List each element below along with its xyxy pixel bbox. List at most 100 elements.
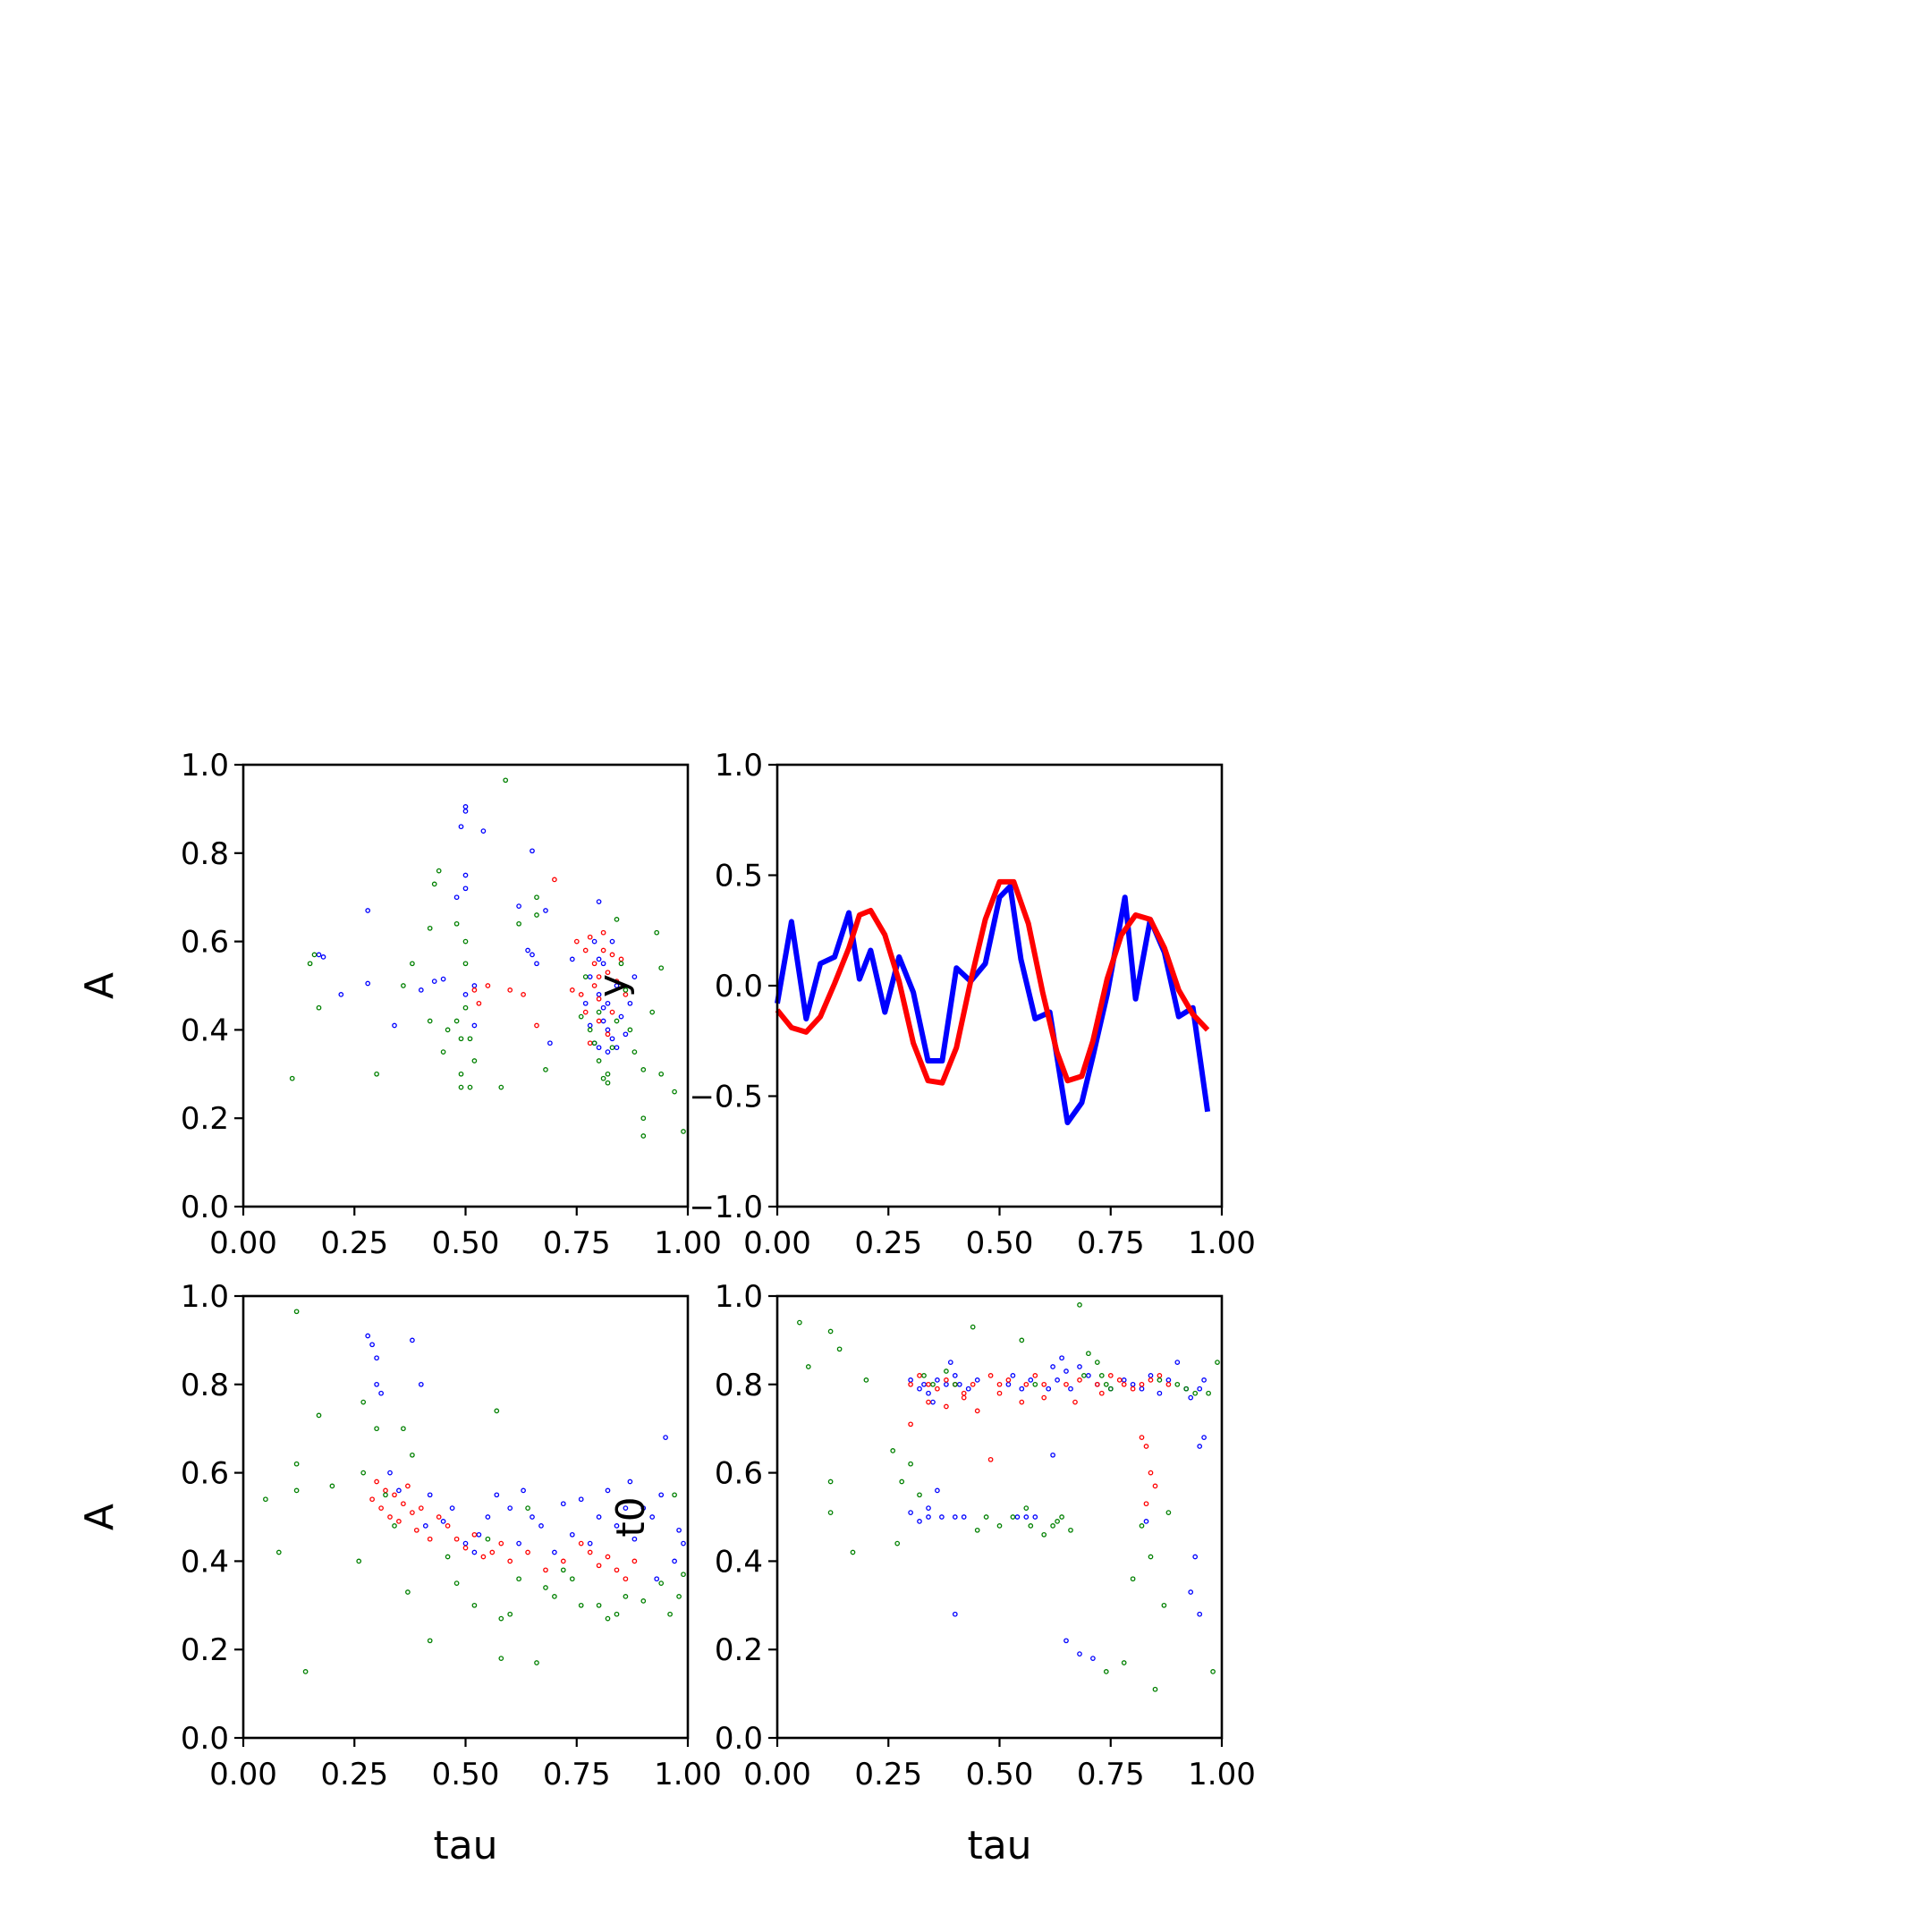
scatter-point	[596, 899, 602, 904]
scatter-point	[952, 1373, 958, 1378]
scatter-point	[1152, 1483, 1158, 1489]
scatter-point	[1086, 1373, 1091, 1378]
scatter-point	[587, 1040, 593, 1046]
scatter-point	[627, 1479, 633, 1485]
scatter-point	[582, 947, 589, 953]
scatter-point	[573, 938, 580, 945]
scatter-point	[658, 965, 665, 971]
scatter-point	[480, 828, 487, 834]
scatter-point	[1023, 1514, 1030, 1520]
scatter-point	[462, 809, 469, 814]
scatter-point	[560, 1501, 566, 1507]
scatter-point	[1010, 1514, 1016, 1520]
y-tick-label: 0.8	[181, 1368, 229, 1403]
scatter-point	[1077, 1302, 1082, 1308]
scatter-point	[1050, 1523, 1055, 1529]
scatter-point	[947, 1360, 953, 1365]
scatter-point	[609, 1009, 615, 1015]
scatter-point	[605, 1071, 611, 1077]
scatter-point	[480, 1554, 487, 1560]
scatter-point	[516, 920, 521, 927]
scatter-point	[1107, 1385, 1114, 1392]
subplot-bottom-left: 0.00 0.25 0.50 0.75 1.00 0.0 0.2 0.4 0.6 0.8 1.0 At…	[77, 1279, 722, 1868]
scatter-point	[453, 1580, 460, 1586]
scatter-point	[908, 1381, 913, 1387]
scatter-point	[374, 1355, 379, 1361]
scatter-point	[365, 1333, 371, 1339]
scatter-point	[440, 1049, 446, 1055]
scatter-point	[1165, 1377, 1172, 1383]
scatter-point	[631, 974, 638, 979]
scatter-point	[681, 1129, 686, 1134]
scatter-point	[1005, 1381, 1012, 1387]
scatter-point	[605, 1027, 611, 1033]
y-tick-label: 0.4	[181, 1013, 229, 1048]
scatter-point	[614, 917, 620, 922]
scatter-point	[440, 976, 446, 982]
scatter-point	[1055, 1377, 1060, 1383]
scatter-point	[1032, 1514, 1038, 1520]
scatter-point	[1072, 1399, 1078, 1405]
scatter-point	[605, 1487, 611, 1494]
scatter-point	[498, 1540, 504, 1546]
scatter-point	[1197, 1611, 1203, 1617]
scatter-point	[422, 1523, 428, 1529]
x-tick-label: 0.50	[966, 1225, 1034, 1261]
scatter-point	[263, 1496, 268, 1503]
scatter-point	[387, 1514, 393, 1520]
scatter-point	[462, 872, 469, 878]
y-tick-label: 0.0	[715, 969, 763, 1004]
scatter-point	[1077, 1377, 1082, 1383]
scatter-point	[827, 1479, 834, 1485]
scatter-point	[401, 1501, 406, 1507]
scatter-point	[672, 1492, 677, 1498]
scatter-point	[640, 1115, 647, 1122]
scatter-point	[1028, 1523, 1034, 1529]
scatter-point	[427, 1018, 433, 1024]
scatter-point	[1103, 1669, 1109, 1674]
scatter-point	[614, 1045, 620, 1051]
scatter-point	[908, 1510, 913, 1515]
scatter-point	[494, 1492, 500, 1498]
scatter-point	[396, 1519, 402, 1524]
y-tick-label: 1.0	[181, 748, 229, 784]
scatter-point	[908, 1461, 913, 1467]
y-tick-label: 0.8	[181, 836, 229, 872]
scatter-point	[445, 1554, 451, 1560]
scatter-point	[605, 1554, 611, 1560]
scatter-point	[410, 961, 415, 967]
scatter-point	[498, 1084, 504, 1090]
y-tick-label: −1.0	[689, 1190, 763, 1225]
scatter-point	[1041, 1394, 1047, 1401]
scatter-point	[289, 1075, 295, 1081]
scatter-point	[605, 1615, 611, 1622]
scatter-point	[445, 1523, 451, 1529]
scatter-point	[623, 987, 629, 993]
scatter-point	[618, 956, 624, 962]
y-axis-label: y	[590, 974, 636, 997]
scatter-point	[591, 961, 597, 967]
scatter-point	[418, 1505, 424, 1511]
axes-frame	[775, 763, 1224, 1208]
scatter-point	[453, 1018, 460, 1024]
scatter-point	[552, 877, 557, 883]
scatter-point	[410, 1337, 415, 1343]
scatter-point	[316, 952, 322, 958]
scatter-point	[894, 1540, 901, 1546]
scatter-point	[587, 1549, 593, 1555]
scatter-point	[383, 1492, 388, 1498]
scatter-point	[462, 1540, 469, 1546]
scatter-point	[1121, 1660, 1127, 1665]
scatter-point	[908, 1421, 913, 1428]
y-tick-label: 0.2	[715, 1632, 763, 1668]
scatter-point	[805, 1364, 811, 1369]
scatter-point	[1090, 1656, 1096, 1661]
scatter-point	[935, 1385, 940, 1392]
scatter-point	[516, 903, 521, 909]
scatter-point	[827, 1328, 834, 1335]
scatter-point	[640, 1598, 647, 1604]
scatter-point	[413, 1527, 419, 1533]
scatter-point	[1143, 1444, 1149, 1449]
scatter-point	[503, 777, 509, 784]
scatter-point	[431, 881, 437, 887]
